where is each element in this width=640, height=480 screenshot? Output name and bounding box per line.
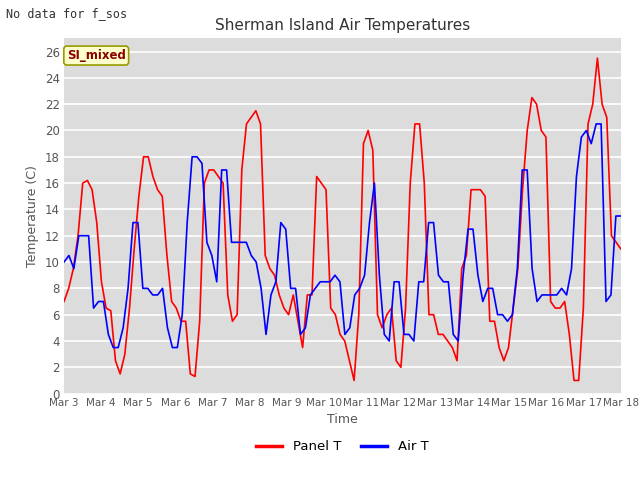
Line: Air T: Air T — [64, 124, 621, 348]
Panel T — [593, 55, 601, 61]
Panel T — [60, 299, 68, 304]
Panel T — [350, 378, 358, 384]
Text: SI_mixed: SI_mixed — [67, 49, 125, 62]
Air T — [60, 259, 68, 265]
Panel T — [374, 312, 381, 318]
Panel T — [210, 167, 218, 173]
Text: No data for f_sos: No data for f_sos — [6, 7, 127, 20]
Air T — [223, 167, 230, 173]
Title: Sherman Island Air Temperatures: Sherman Island Air Temperatures — [215, 18, 470, 33]
X-axis label: Time: Time — [327, 413, 358, 426]
Air T — [425, 220, 433, 226]
Air T — [129, 220, 137, 226]
Air T — [593, 121, 600, 127]
Panel T — [505, 345, 513, 350]
Air T — [489, 286, 497, 291]
Air T — [109, 345, 117, 350]
Air T — [617, 213, 625, 219]
Y-axis label: Temperature (C): Temperature (C) — [26, 165, 39, 267]
Panel T — [449, 345, 456, 350]
Panel T — [617, 246, 625, 252]
Legend: Panel T, Air T: Panel T, Air T — [251, 434, 434, 458]
Panel T — [177, 318, 185, 324]
Panel T — [607, 233, 615, 239]
Air T — [282, 226, 289, 232]
Air T — [218, 167, 225, 173]
Line: Panel T: Panel T — [64, 58, 621, 381]
